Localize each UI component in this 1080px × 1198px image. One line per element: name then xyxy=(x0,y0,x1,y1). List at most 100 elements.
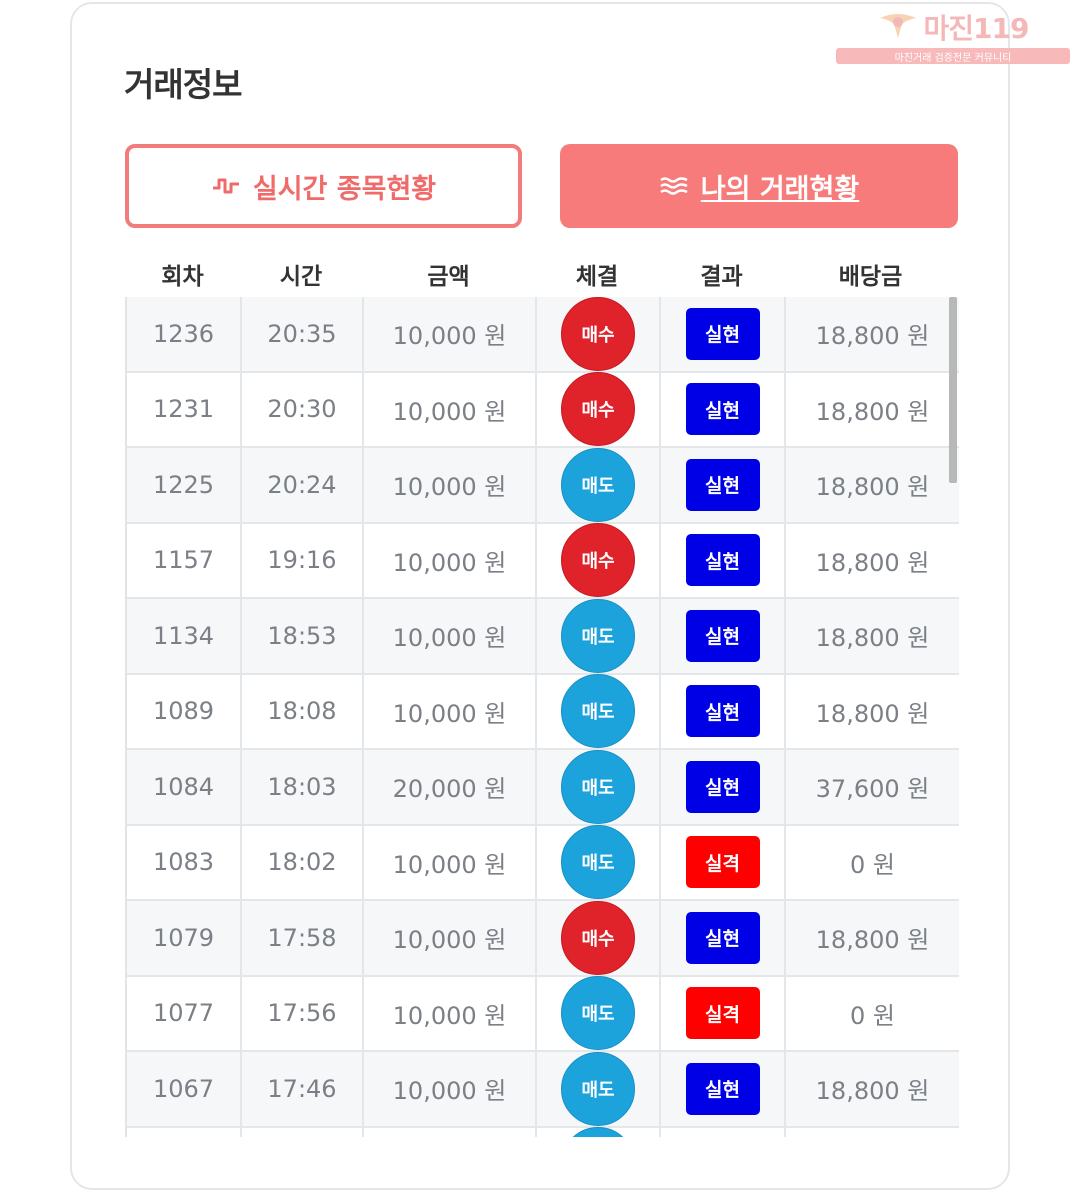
trade-cell: 매수 xyxy=(537,297,661,371)
buy-badge: 매수 xyxy=(561,372,635,447)
table-row: 1236 20:35 10,000 원 매수 실현 18,800 원 xyxy=(127,297,959,373)
result-cell: 실현 xyxy=(661,674,786,748)
round-cell xyxy=(127,1127,242,1137)
table-row: 1083 18:02 10,000 원 매도 실격 0 원 xyxy=(127,825,959,901)
time-cell: 19:16 xyxy=(242,523,364,597)
column-header-trade: 체결 xyxy=(575,264,619,290)
amount-cell: 10,000 원 xyxy=(364,901,537,975)
round-cell: 1089 xyxy=(127,674,242,748)
result-cell: 실현 xyxy=(661,372,786,446)
time-cell xyxy=(242,1127,364,1137)
trade-cell: 매도 xyxy=(537,674,661,749)
table-row: 1079 17:58 10,000 원 매수 실현 18,800 원 xyxy=(127,900,959,977)
column-header-result: 결과 xyxy=(700,264,743,290)
trade-cell: 매수 xyxy=(537,523,661,598)
tab-my-trade-status[interactable]: 나의 거래현황 xyxy=(560,144,958,228)
sell-badge: 매도 xyxy=(561,749,635,824)
amount-cell: 10,000 원 xyxy=(364,825,537,899)
realized-badge: 실현 xyxy=(685,1062,760,1115)
sell-badge: 매도 xyxy=(561,1127,635,1137)
trade-cell: 매도 xyxy=(537,825,661,900)
column-header-amount: 금액 xyxy=(427,264,470,290)
round-cell: 1067 xyxy=(127,1052,242,1126)
realized-badge: 실현 xyxy=(685,911,760,964)
page-title: 거래정보 xyxy=(124,65,242,104)
tab-mine-label: 나의 거래현황 xyxy=(700,173,860,205)
tab-live-stock-status[interactable]: 실시간 종목현황 xyxy=(125,144,522,228)
table-row: 매도 xyxy=(127,1127,959,1138)
result-cell: 실격 xyxy=(661,825,786,899)
amount-cell: 20,000 원 xyxy=(364,750,537,824)
buy-badge: 매수 xyxy=(561,297,635,371)
realized-badge: 실현 xyxy=(685,458,760,511)
amount-cell: 10,000 원 xyxy=(364,674,537,748)
time-cell: 20:35 xyxy=(242,297,364,371)
amount-cell: 10,000 원 xyxy=(364,372,537,446)
trade-cell: 매수 xyxy=(537,372,661,447)
trade-table-body[interactable]: 1236 20:35 10,000 원 매수 실현 18,800 원 1231 20:30 10… xyxy=(125,297,959,1137)
payout-cell: 18,800 원 xyxy=(815,624,930,653)
table-row: 1067 17:46 10,000 원 매도 실현 18,800 원 xyxy=(127,1051,959,1128)
watermark: 마진119 마진거래 검증전문 커뮤니티 xyxy=(836,8,1070,64)
realized-badge: 실현 xyxy=(685,383,760,436)
trade-cell: 매수 xyxy=(537,900,661,975)
result-cell: 실격 xyxy=(661,976,786,1050)
payout-cell: 18,800 원 xyxy=(815,473,930,502)
payout-cell: 37,600 원 xyxy=(815,775,930,804)
trade-cell: 매도 xyxy=(537,976,661,1051)
sell-badge: 매도 xyxy=(561,976,635,1051)
amount-cell: 10,000 원 xyxy=(364,523,537,597)
sell-badge: 매도 xyxy=(561,674,635,749)
realized-badge: 실현 xyxy=(685,534,760,587)
water-waves-icon xyxy=(659,175,689,197)
trade-cell: 매도 xyxy=(537,447,661,522)
trade-cell: 매도 xyxy=(537,1051,661,1126)
round-cell: 1225 xyxy=(127,448,242,522)
disqualified-badge: 실격 xyxy=(685,987,760,1040)
round-cell: 1084 xyxy=(127,750,242,824)
time-cell: 18:08 xyxy=(242,674,364,748)
pulse-wave-icon xyxy=(211,174,241,198)
payout-cell: 18,800 원 xyxy=(815,322,930,351)
payout-cell: 0 원 xyxy=(850,850,895,879)
amount-cell: 10,000 원 xyxy=(364,976,537,1050)
round-cell: 1134 xyxy=(127,599,242,673)
payout-cell: 18,800 원 xyxy=(815,1077,930,1106)
table-scrollbar[interactable] xyxy=(949,297,957,483)
result-cell: 실현 xyxy=(661,750,786,824)
time-cell: 20:30 xyxy=(242,372,364,446)
round-cell: 1157 xyxy=(127,523,242,597)
round-cell: 1236 xyxy=(127,297,242,371)
watermark-tagline: 마진거래 검증전문 커뮤니티 xyxy=(836,48,1070,64)
payout-cell: 18,800 원 xyxy=(815,926,930,955)
time-cell: 17:46 xyxy=(242,1052,364,1126)
result-cell xyxy=(661,1127,786,1137)
realized-badge: 실현 xyxy=(685,307,760,360)
table-row: 1089 18:08 10,000 원 매도 실현 18,800 원 xyxy=(127,674,959,750)
table-row: 1157 19:16 10,000 원 매수 실현 18,800 원 xyxy=(127,523,959,599)
buy-badge: 매수 xyxy=(561,900,635,975)
sell-badge: 매도 xyxy=(561,825,635,900)
table-header: 회차 시간 금액 체결 결과 배당금 xyxy=(125,252,957,296)
round-cell: 1079 xyxy=(127,901,242,975)
payout-cell: 0 원 xyxy=(850,1001,895,1030)
result-cell: 실현 xyxy=(661,523,786,597)
table-row: 1231 20:30 10,000 원 매수 실현 18,800 원 xyxy=(127,372,959,448)
time-cell: 20:24 xyxy=(242,448,364,522)
table-row: 1084 18:03 20,000 원 매도 실현 37,600 원 xyxy=(127,749,959,826)
round-cell: 1231 xyxy=(127,372,242,446)
payout-cell xyxy=(786,1128,959,1138)
time-cell: 18:02 xyxy=(242,825,364,899)
payout-cell: 18,800 원 xyxy=(815,548,930,577)
payout-cell: 18,800 원 xyxy=(815,699,930,728)
time-cell: 18:03 xyxy=(242,750,364,824)
result-cell: 실현 xyxy=(661,599,786,673)
buy-badge: 매수 xyxy=(561,523,635,598)
column-header-payout: 배당금 xyxy=(838,264,903,290)
trade-cell: 매도 xyxy=(537,598,661,673)
tab-live-label: 실시간 종목현황 xyxy=(252,173,437,205)
realized-badge: 실현 xyxy=(685,760,760,813)
round-cell: 1077 xyxy=(127,976,242,1050)
eagle-logo-icon xyxy=(878,10,918,44)
time-cell: 17:58 xyxy=(242,901,364,975)
